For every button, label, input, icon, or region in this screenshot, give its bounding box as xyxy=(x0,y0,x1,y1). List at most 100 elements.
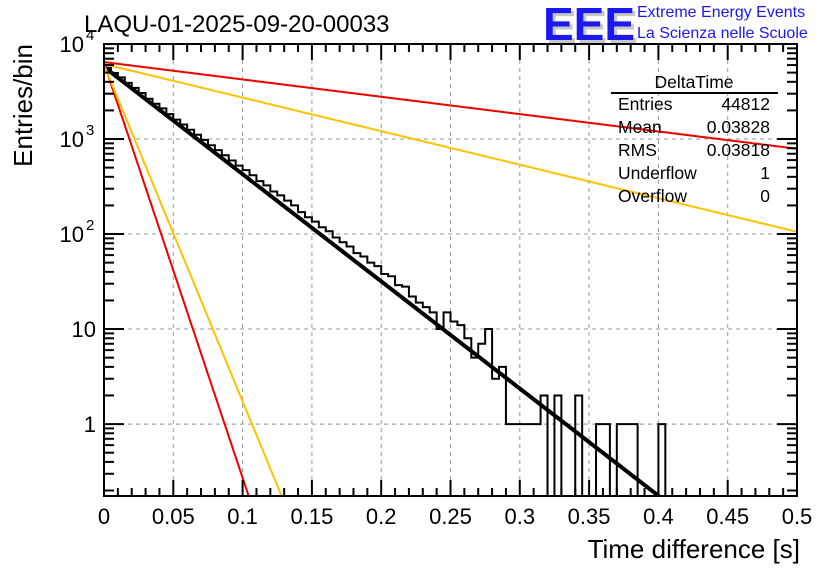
histogram-bin xyxy=(471,358,478,496)
histogram-bin xyxy=(291,205,298,496)
histogram-bin xyxy=(416,303,423,496)
stats-value-rms: 0.03818 xyxy=(707,140,770,160)
fit-curve-fit xyxy=(104,65,662,496)
histogram-bin xyxy=(173,120,180,496)
histogram-bin xyxy=(478,344,485,496)
histogram-bin xyxy=(215,150,222,496)
y-axis-title: Entries/bin xyxy=(8,44,38,167)
histogram-bin xyxy=(153,104,160,496)
histogram-bin xyxy=(430,312,437,496)
y-tick-label: 10 xyxy=(60,32,84,57)
stats-label-mean: Mean xyxy=(618,117,662,137)
stats-value-overflow: 0 xyxy=(760,186,770,206)
histogram-bin xyxy=(451,322,458,496)
x-tick-label: 0.15 xyxy=(290,504,333,529)
x-tick-label: 0.3 xyxy=(505,504,536,529)
x-tick-label: 0.45 xyxy=(706,504,749,529)
x-tick-label: 0 xyxy=(98,504,110,529)
fit-curve-yellow-fast xyxy=(104,64,283,496)
histogram-bin xyxy=(146,99,153,496)
histogram-bin xyxy=(631,424,638,496)
fit-curves xyxy=(104,61,797,496)
histogram-bin xyxy=(527,424,534,496)
histogram-bin xyxy=(305,217,312,496)
histogram-bin xyxy=(395,285,402,496)
histogram-bin xyxy=(201,140,208,496)
histogram-bin xyxy=(374,266,381,496)
stats-value-underflow: 1 xyxy=(760,163,770,183)
histogram-bin xyxy=(333,237,340,496)
stats-value-entries: 44812 xyxy=(721,94,770,114)
y-tick-label-exponent: 3 xyxy=(86,122,94,139)
y-tick-label-exponent: 4 xyxy=(86,27,94,44)
x-tick-labels: 0 0.05 0.1 0.15 0.2 0.25 0.3 0.35 0.4 0.45 0.5 xyxy=(98,504,812,529)
histogram-bin xyxy=(513,424,520,496)
histogram-bin xyxy=(284,201,291,496)
histogram-bin xyxy=(194,135,201,496)
histogram-bin xyxy=(250,175,257,496)
histogram-bin xyxy=(104,68,111,496)
histogram-bin xyxy=(367,263,374,496)
histogram-bin xyxy=(658,424,665,496)
histogram-bin xyxy=(444,312,451,496)
x-tick-label: 0.05 xyxy=(152,504,195,529)
x-tick-label: 0.5 xyxy=(782,504,813,529)
x-axis-title: Time difference [s] xyxy=(588,534,800,564)
histogram-bin xyxy=(340,242,347,496)
logo-shadow: EEE xyxy=(546,1,638,53)
histogram-bin xyxy=(485,329,492,496)
histogram-bin xyxy=(381,274,388,496)
x-tick-label: 0.25 xyxy=(429,504,472,529)
y-tick-label: 10 xyxy=(72,317,96,342)
y-tick-label: 10 xyxy=(60,222,84,247)
histogram-bin xyxy=(159,108,166,496)
histogram xyxy=(104,66,797,497)
histogram-bin xyxy=(166,114,173,496)
logo-letters: EEE xyxy=(543,0,635,50)
histogram-bin xyxy=(617,424,624,496)
logo-line-2: La Scienza nelle Scuole xyxy=(637,25,808,42)
grid xyxy=(104,44,797,496)
histogram-bin xyxy=(263,185,270,496)
histogram-bin xyxy=(402,287,409,496)
histogram-bin xyxy=(360,257,367,496)
stats-label-underflow: Underflow xyxy=(618,163,697,183)
y-tick-label-exponent: 2 xyxy=(86,217,94,234)
histogram-bin xyxy=(554,395,561,496)
histogram-bin xyxy=(499,367,506,496)
y-tick-label: 1 xyxy=(84,412,96,437)
stats-label-overflow: Overflow xyxy=(618,186,687,206)
histogram-bin xyxy=(388,276,395,496)
stats-title: DeltaTime xyxy=(654,72,733,92)
x-tick-label: 0.4 xyxy=(643,504,674,529)
histogram-bin xyxy=(596,424,603,496)
fit-curve-yellow-slow xyxy=(104,63,797,233)
histogram-bin xyxy=(409,297,416,496)
histogram-bin xyxy=(423,307,430,496)
histogram-bin xyxy=(298,212,305,496)
stats-label-entries: Entries xyxy=(618,94,673,114)
histogram-bin xyxy=(277,195,284,496)
histogram-bin xyxy=(624,424,631,496)
histogram-bin xyxy=(236,166,243,496)
histogram-bin xyxy=(506,424,513,496)
histogram-bin xyxy=(520,424,527,496)
histogram-bin xyxy=(270,192,277,496)
histogram-bin xyxy=(534,424,541,496)
histogram-bin xyxy=(575,395,582,496)
x-tick-label: 0.35 xyxy=(568,504,611,529)
histogram-outline xyxy=(104,66,797,497)
histogram-bin xyxy=(347,246,354,496)
histogram-bin xyxy=(319,227,326,496)
stats-value-mean: 0.03828 xyxy=(707,117,770,137)
y-tick-label: 10 xyxy=(60,127,84,152)
histogram-bin xyxy=(312,222,319,496)
histogram-bin xyxy=(326,231,333,496)
x-tick-label: 0.2 xyxy=(366,504,397,529)
histogram-bin xyxy=(492,379,499,496)
axis-ticks xyxy=(103,43,798,496)
chart-title: LAQU-01-2025-09-20-00033 xyxy=(84,11,390,38)
histogram-bin xyxy=(603,424,610,496)
